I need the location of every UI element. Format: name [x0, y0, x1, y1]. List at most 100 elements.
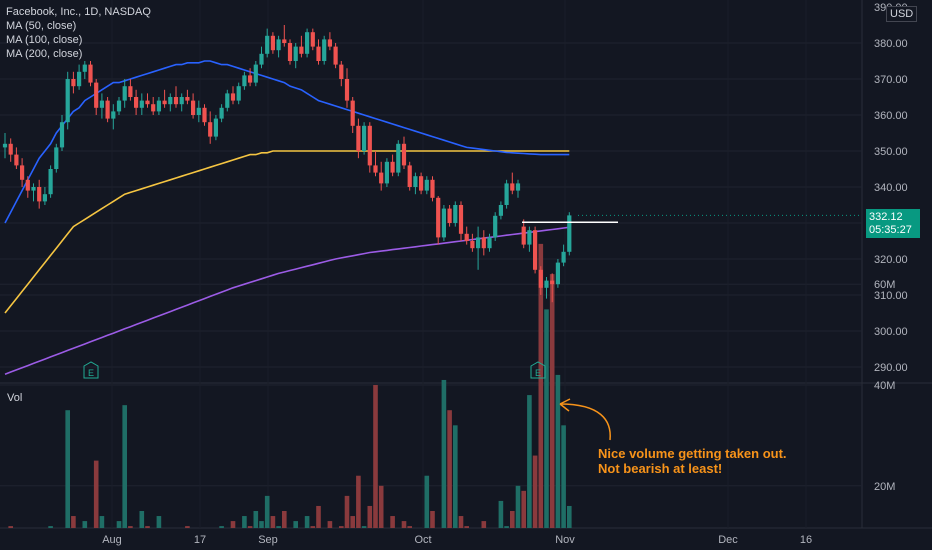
candle-body — [219, 107, 224, 119]
earnings-marker[interactable]: E — [530, 361, 546, 379]
candle-body — [333, 46, 338, 65]
volume-bar — [378, 485, 384, 528]
time-tick-label: Dec — [718, 534, 738, 546]
candle-body — [305, 32, 310, 54]
currency-badge[interactable]: USD — [886, 6, 918, 22]
volume-bar — [361, 526, 367, 528]
candle-body — [253, 64, 258, 83]
volume-bar — [515, 485, 521, 528]
candlesticks — [2, 25, 572, 303]
candle-body — [299, 46, 304, 54]
candle-body — [310, 32, 315, 47]
volume-bar — [521, 490, 526, 528]
candle-body — [390, 161, 395, 173]
ma50-line — [4, 60, 570, 224]
price-tick-label: 290.00 — [874, 362, 908, 374]
volume-bar — [339, 526, 344, 528]
candle-body — [111, 111, 116, 119]
volume-bar — [561, 425, 566, 528]
candle-body — [521, 226, 526, 245]
ma100-line — [4, 150, 570, 314]
candle-body — [20, 165, 25, 180]
candle-body — [134, 97, 139, 108]
candle-body — [316, 46, 321, 61]
candle-body — [401, 143, 407, 166]
volume-bar — [82, 521, 88, 528]
candle-body — [151, 104, 156, 112]
volume-bar — [401, 521, 407, 528]
candle-body — [447, 208, 452, 223]
candle-body — [2, 143, 8, 148]
candle-body — [185, 97, 190, 101]
candle-body — [99, 100, 104, 108]
volume-bar — [122, 405, 127, 528]
volume-bar — [532, 455, 538, 528]
price-tick-label: 310.00 — [874, 290, 908, 302]
candle-body — [225, 93, 230, 108]
volume-bar — [430, 511, 435, 528]
volume-bar — [481, 521, 487, 528]
candle-body — [384, 161, 389, 184]
time-tick-label: 16 — [800, 534, 812, 546]
legend-symbol: Facebook, Inc., 1D, NASDAQ — [6, 6, 151, 18]
time-tick-label: Sep — [258, 534, 278, 546]
volume-bar — [8, 526, 13, 528]
volume-bar — [276, 526, 281, 528]
volume-bar — [242, 516, 247, 528]
candle-body — [362, 125, 367, 151]
volume-bar — [458, 516, 464, 528]
candle-body — [424, 179, 429, 191]
candle-body — [128, 86, 133, 97]
candle-body — [470, 241, 475, 249]
candle-body — [407, 165, 412, 187]
volume-bar — [504, 526, 509, 528]
candle-body — [430, 179, 435, 198]
price-tick-label: 340.00 — [874, 182, 908, 194]
candle-body — [236, 86, 241, 101]
volume-bar — [185, 526, 190, 528]
earnings-marker-shape — [83, 361, 99, 379]
volume-bar — [145, 526, 150, 528]
candle-body — [413, 176, 418, 187]
candle-body — [71, 79, 76, 87]
volume-bar — [464, 526, 469, 528]
candle-body — [213, 118, 218, 137]
candle-body — [367, 125, 372, 166]
volume-bar — [390, 516, 395, 528]
candle-body — [544, 280, 549, 288]
candle-body — [191, 100, 196, 115]
time-tick-label: Oct — [414, 534, 431, 546]
candle-body — [42, 194, 47, 202]
candle-body — [550, 280, 555, 285]
volume-bar — [316, 505, 321, 528]
candle-body — [196, 107, 201, 115]
volume-bar — [247, 526, 253, 528]
candle-body — [48, 169, 53, 195]
candle-body — [270, 35, 275, 51]
last-price-tag: 332.12 — [866, 209, 920, 225]
volume-bar — [293, 521, 298, 528]
volume-bar — [447, 410, 452, 528]
earnings-marker[interactable]: E — [83, 361, 99, 379]
volume-bar — [310, 526, 316, 528]
candle-body — [248, 75, 253, 83]
candle-body — [156, 100, 161, 112]
volume-bar — [510, 511, 515, 528]
volume-bar — [549, 274, 555, 528]
volume-bar — [527, 395, 532, 528]
price-tick-label: 380.00 — [874, 38, 908, 50]
candle-body — [510, 183, 515, 191]
volume-label: Vol — [7, 392, 23, 404]
candle-body — [567, 215, 572, 252]
annotation-arrow — [559, 403, 611, 441]
candle-body — [419, 176, 424, 191]
candle-body — [59, 122, 65, 148]
volume-tick-label: 40M — [874, 380, 895, 392]
candle-body — [145, 100, 150, 105]
candle-body — [82, 64, 87, 72]
candle-body — [242, 75, 247, 87]
candle-body — [265, 35, 270, 54]
